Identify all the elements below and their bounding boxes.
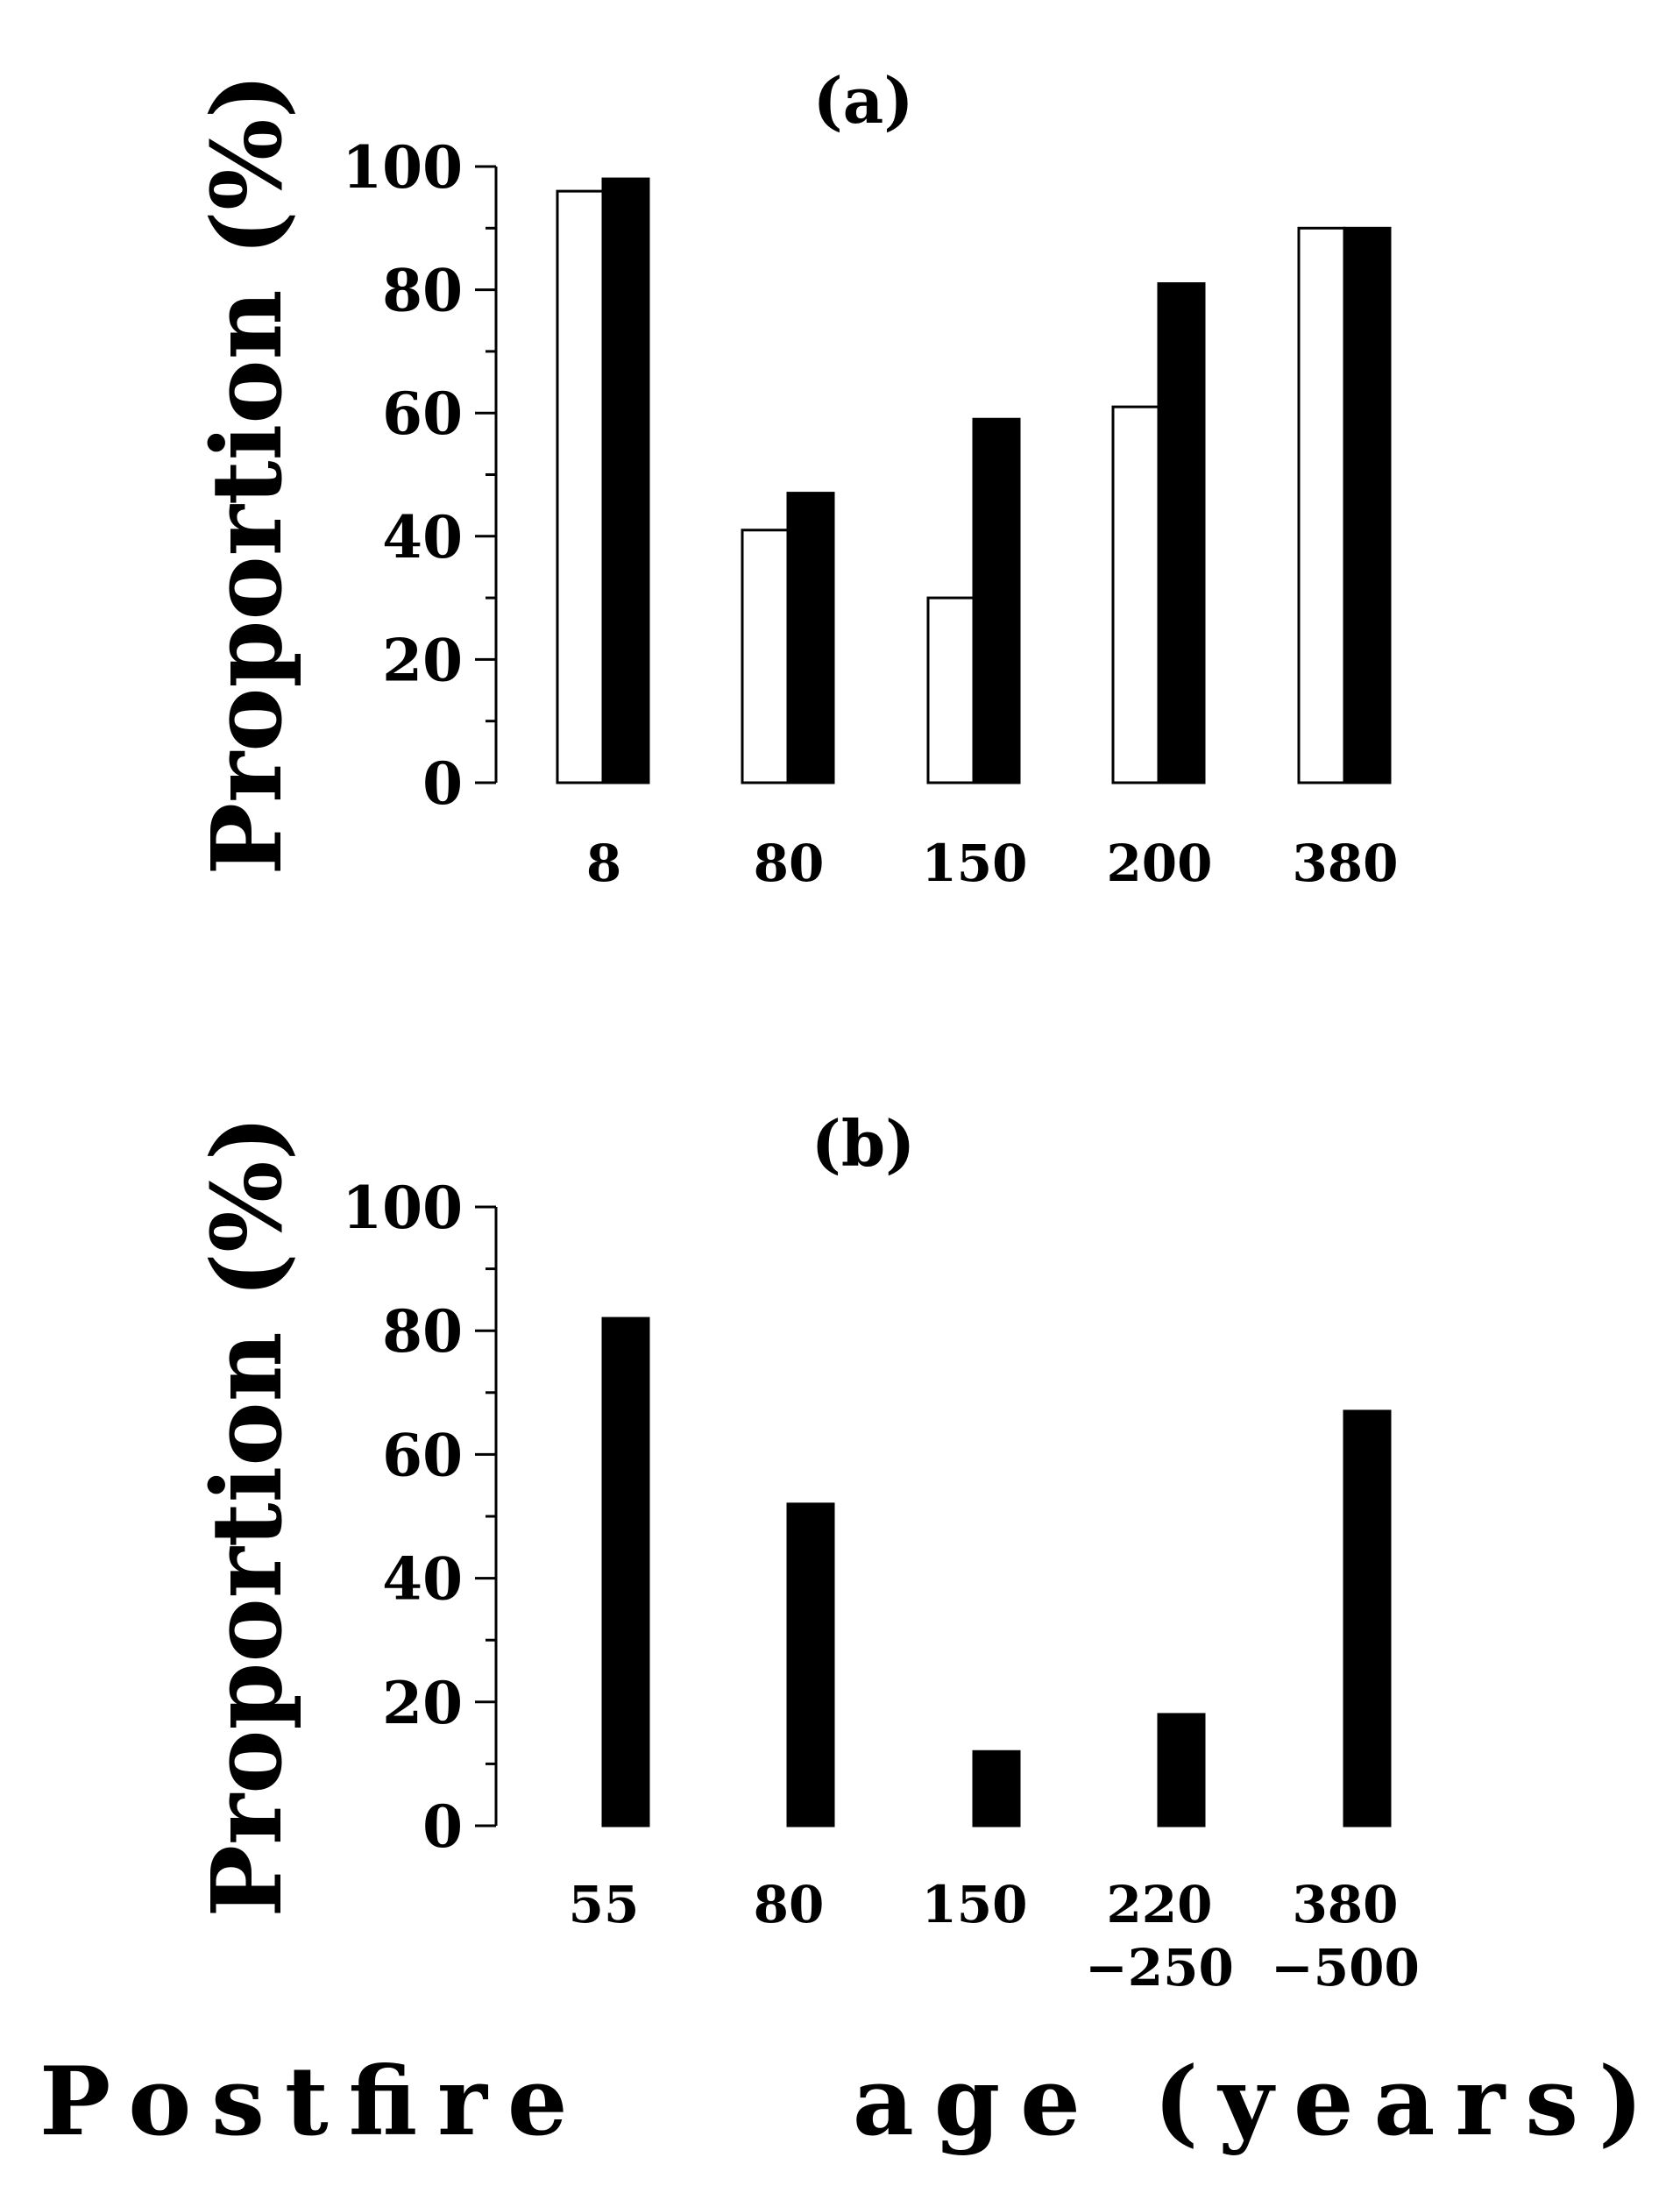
y-tick-label: 100	[342, 1174, 463, 1242]
y-tick-label: 20	[382, 626, 463, 694]
x-category-label: 150	[921, 834, 1027, 893]
bar-open	[1297, 226, 1346, 784]
x-category-label: −500	[1271, 1938, 1420, 1998]
panel-label: (a)	[813, 63, 914, 138]
x-category-label: 380	[1292, 1875, 1398, 1934]
bar-open	[556, 189, 605, 784]
y-tick-label: 40	[382, 503, 463, 571]
x-axis-label: Postfire age (years)	[39, 2047, 1643, 2157]
bar-open	[926, 596, 975, 784]
x-category-label: 380	[1292, 834, 1398, 893]
x-category-label: 80	[754, 1875, 825, 1934]
x-category-label: 55	[569, 1875, 640, 1934]
y-tick-label: 20	[382, 1669, 463, 1737]
y-axis-label: Proportion (%)	[190, 73, 303, 875]
bar-filled	[1157, 282, 1206, 784]
y-tick-label: 40	[382, 1545, 463, 1614]
bar-filled	[786, 492, 835, 784]
bar-open	[741, 529, 790, 784]
y-tick-label: 60	[382, 1421, 463, 1489]
y-tick-label: 100	[342, 133, 463, 202]
y-tick-label: 0	[422, 749, 463, 818]
bar-filled	[1157, 1713, 1206, 1828]
bar-filled	[786, 1502, 835, 1828]
x-category-label: 220	[1106, 1875, 1212, 1934]
bar-filled	[972, 417, 1021, 784]
x-category-label: 200	[1106, 834, 1212, 893]
x-category-label: 8	[586, 834, 621, 893]
bar-filled	[972, 1749, 1021, 1828]
bar-filled	[601, 177, 650, 784]
bar-filled	[1343, 1409, 1392, 1828]
x-category-label: 150	[921, 1875, 1027, 1934]
bar-filled	[601, 1317, 650, 1828]
bar-filled	[1343, 226, 1392, 784]
chart-panel-b: (b) Proportion (%) 0 20 40 60 80 100 55 80 150 220−…	[190, 1106, 1420, 1998]
y-tick-label: 60	[382, 380, 463, 448]
panel-label: (b)	[812, 1106, 915, 1181]
y-tick-label: 80	[382, 1297, 463, 1366]
bar-open	[1111, 405, 1160, 784]
x-category-label: 80	[754, 834, 825, 893]
y-axis-label: Proportion (%)	[190, 1115, 303, 1917]
y-tick-label: 0	[422, 1792, 463, 1861]
x-category-label: −250	[1085, 1938, 1234, 1998]
chart-panel-a: (a) Proportion (%) 0 20 40 60 80 100 8 80 150 200 38…	[190, 63, 1399, 893]
y-tick-label: 80	[382, 257, 463, 325]
